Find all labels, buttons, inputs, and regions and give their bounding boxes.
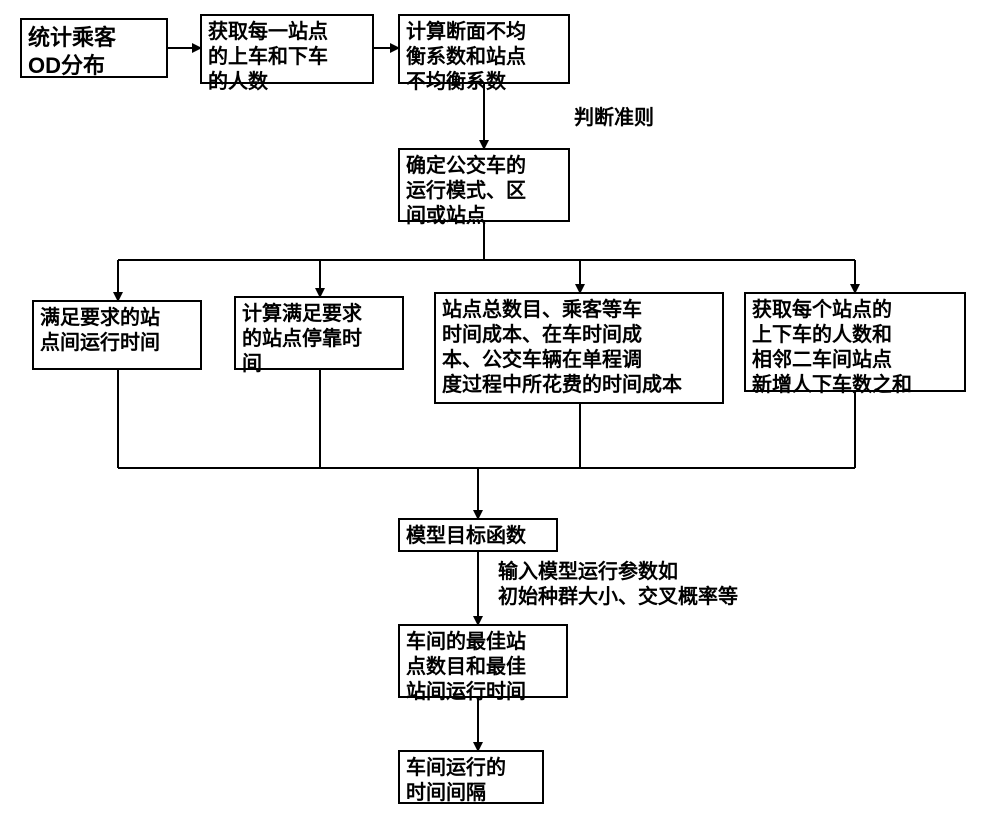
flowchart-node-n6: 计算满足要求 的站点停靠时 间: [234, 296, 404, 370]
flowchart-node-n2: 获取每一站点 的上车和下车 的人数: [200, 14, 374, 84]
flowchart-node-n1: 统计乘客 OD分布: [20, 18, 168, 78]
flowchart-node-n3: 计算断面不均 衡系数和站点 不均衡系数: [398, 14, 570, 84]
flowchart-node-n9: 模型目标函数: [398, 518, 558, 552]
edge-label-l2: 输入模型运行参数如 初始种群大小、交叉概率等: [498, 560, 738, 610]
flowchart-node-n7: 站点总数目、乘客等车 时间成本、在车时间成 本、公交车辆在单程调 度过程中所花费…: [434, 292, 724, 404]
flowchart-canvas: 统计乘客 OD分布获取每一站点 的上车和下车 的人数计算断面不均 衡系数和站点 …: [0, 0, 1000, 820]
flowchart-node-n8: 获取每个站点的 上下车的人数和 相邻二车间站点 新增人下车数之和: [744, 292, 966, 392]
flowchart-node-n4: 确定公交车的 运行模式、区 间或站点: [398, 148, 570, 222]
flowchart-node-n10: 车间的最佳站 点数目和最佳 站间运行时间: [398, 624, 568, 698]
flowchart-node-n11: 车间运行的 时间间隔: [398, 750, 544, 804]
flowchart-node-n5: 满足要求的站 点间运行时间: [32, 300, 202, 370]
edge-label-l1: 判断准则: [574, 106, 654, 131]
